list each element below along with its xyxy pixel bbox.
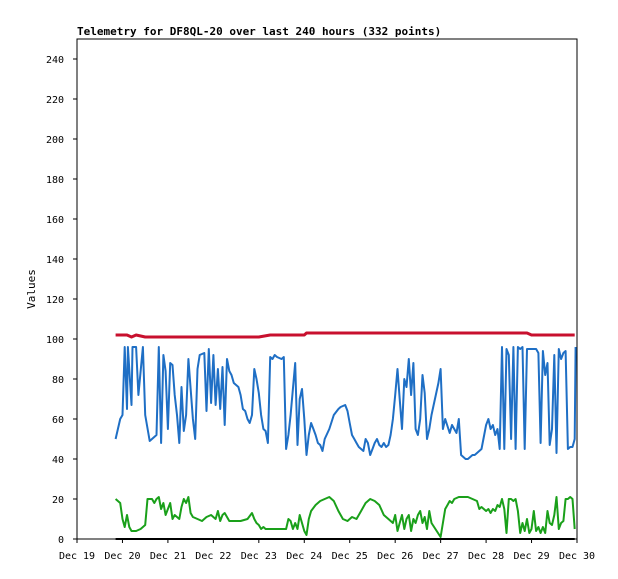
series-line-3 (114, 496, 576, 538)
x-tick-label: Dec 26 (377, 551, 413, 562)
x-tick-label: Dec 23 (241, 551, 277, 562)
y-axis-label: Values (25, 269, 38, 309)
y-tick-label: 0 (58, 535, 64, 546)
x-tick-label: Dec 25 (332, 551, 368, 562)
x-tick-label: Dec 28 (468, 551, 504, 562)
y-tick-label: 220 (46, 95, 64, 106)
plot-area (76, 38, 578, 540)
y-axis: 0 20 40 60 80 100 120 140 160 180 200 220 240 (46, 55, 77, 546)
y-tick-label: 120 (46, 295, 64, 306)
x-tick-label: Dec 21 (150, 551, 186, 562)
y-tick-label: 20 (52, 495, 64, 506)
y-tick-label: 60 (52, 415, 64, 426)
x-tick-label: Dec 22 (195, 551, 231, 562)
x-tick-label: Dec 20 (104, 551, 140, 562)
y-tick-label: 240 (46, 55, 64, 66)
x-axis: Dec 19 Dec 20 Dec 21 Dec 22 Dec 23 Dec 24 Dec … (59, 539, 595, 562)
chart-title: Telemetry for DF8QL-20 over last 240 hou… (77, 25, 441, 38)
y-tick-label: 180 (46, 175, 64, 186)
x-tick-label: Dec 24 (286, 551, 322, 562)
series-line-2 (114, 346, 577, 460)
y-tick-label: 100 (46, 335, 64, 346)
x-tick-label: Dec 27 (423, 551, 459, 562)
x-tick-label: Dec 30 (559, 551, 595, 562)
x-tick-label: Dec 29 (513, 551, 549, 562)
series-line-1 (115, 331, 575, 339)
series-layer (114, 331, 577, 540)
y-tick-label: 140 (46, 255, 64, 266)
y-tick-label: 200 (46, 135, 64, 146)
y-tick-label: 80 (52, 375, 64, 386)
y-tick-label: 40 (52, 455, 64, 466)
x-tick-label: Dec 19 (59, 551, 95, 562)
y-tick-label: 160 (46, 215, 64, 226)
